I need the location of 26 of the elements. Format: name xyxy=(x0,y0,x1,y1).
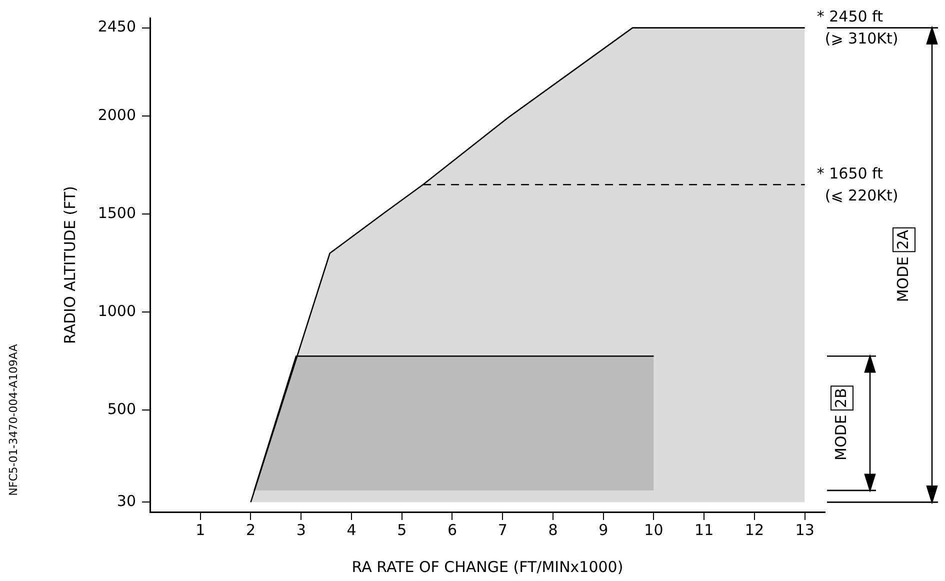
annotation: * 1650 ft (⩽ 220Kt) xyxy=(816,164,898,205)
x-tick-label: 1 xyxy=(196,520,206,539)
x-tick-label: 4 xyxy=(346,520,356,539)
x-tick-label: 7 xyxy=(498,520,508,539)
y-tick-label: 2000 xyxy=(98,106,136,124)
x-tick-label: 8 xyxy=(548,520,558,539)
x-tick-label: 10 xyxy=(644,520,664,539)
annotation: * 2450 ft (⩾ 310Kt) xyxy=(816,8,898,48)
x-tick-label: 13 xyxy=(795,520,814,539)
text: NFC5-01-3470-004-A109AA xyxy=(6,344,20,496)
x-tick-label: 11 xyxy=(694,520,714,539)
y-tick-label: 1000 xyxy=(98,302,136,320)
text: MODE 2A xyxy=(894,229,912,302)
x-tick-label: 5 xyxy=(397,520,407,539)
x-axis-title: RA RATE OF CHANGE (FT/MINx1000) xyxy=(352,558,624,576)
y-tick-label: 500 xyxy=(107,400,136,418)
x-tick-label: 6 xyxy=(447,520,458,539)
x-tick-label: 12 xyxy=(744,520,764,539)
x-tick-label: 9 xyxy=(598,520,608,539)
y-tick-label: 30 xyxy=(116,492,136,510)
y-tick-label: 1500 xyxy=(98,204,136,222)
text: MODE 2B xyxy=(832,388,850,460)
y-axis-title: RADIO ALTITUDE (FT) xyxy=(60,186,79,344)
y-tick-label: 2450 xyxy=(98,18,136,36)
x-tick-label: 2 xyxy=(246,520,256,539)
x-tick-label: 3 xyxy=(296,520,306,539)
